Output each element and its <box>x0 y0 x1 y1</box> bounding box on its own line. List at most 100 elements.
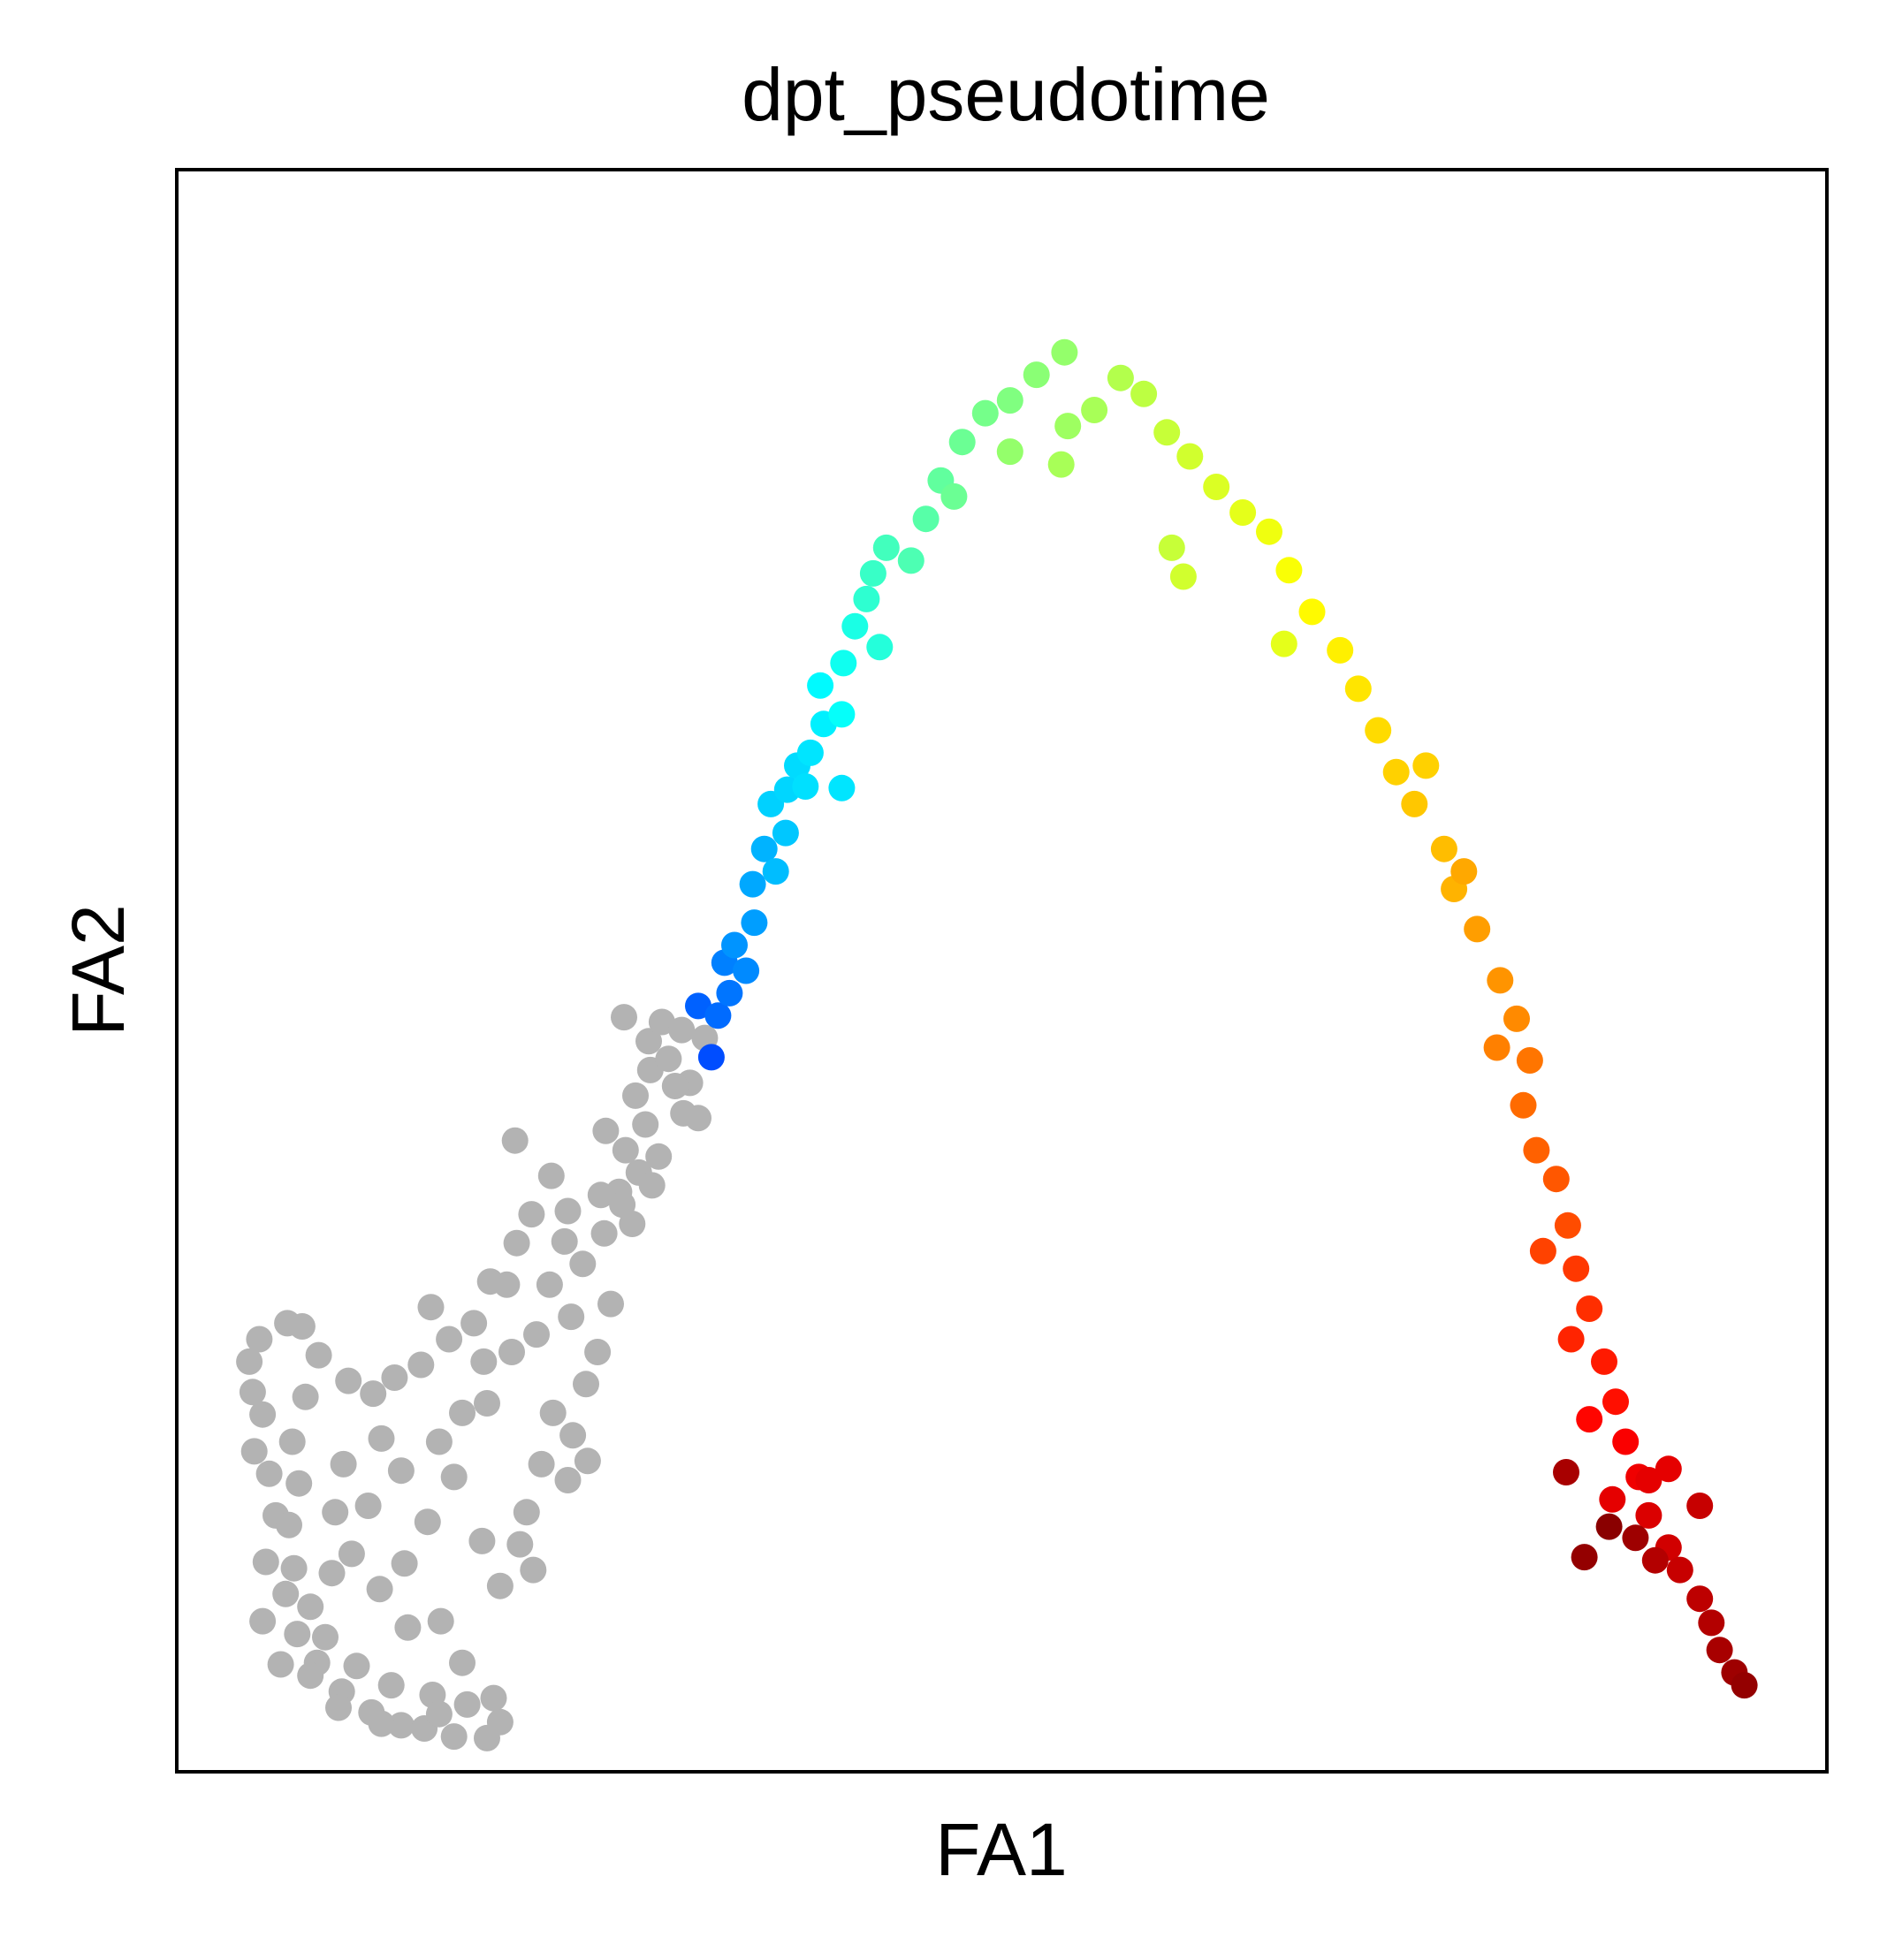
scatter-point <box>597 1290 624 1318</box>
scatter-point <box>1450 858 1478 885</box>
scatter-point <box>1731 1672 1758 1699</box>
scatter-point <box>414 1508 441 1536</box>
scatter-point <box>1698 1609 1725 1637</box>
scatter-point <box>971 399 999 427</box>
scatter-point <box>704 1002 732 1029</box>
scatter-point <box>1641 1546 1669 1574</box>
scatter-point <box>859 559 886 587</box>
scatter-point <box>523 1321 550 1348</box>
scatter-point <box>592 1117 620 1144</box>
scatter-point <box>1516 1047 1543 1074</box>
scatter-point <box>1635 1467 1663 1493</box>
scatter-point <box>440 1463 468 1491</box>
scatter-point <box>318 1560 346 1587</box>
scatter-point <box>528 1450 555 1478</box>
scatter-point <box>1483 1034 1510 1061</box>
scatter-point <box>685 992 711 1020</box>
scatter-point <box>1344 675 1372 703</box>
scatter-point <box>772 819 799 847</box>
scatter-point <box>872 534 900 561</box>
chart-title: dpt_pseudotime <box>742 53 1270 136</box>
scatter-point <box>239 1379 266 1406</box>
scatter-point <box>470 1348 498 1375</box>
scatter-point <box>322 1499 349 1526</box>
scatter-point <box>1023 361 1050 389</box>
scatter-point <box>792 773 819 800</box>
scatter-point <box>387 1457 415 1485</box>
scatter-point <box>1595 1513 1623 1540</box>
scatter-point <box>841 612 869 640</box>
scatter-point <box>638 1172 666 1199</box>
scatter-point <box>312 1623 339 1651</box>
scatter-point <box>417 1294 445 1321</box>
scatter-point <box>1554 1212 1581 1239</box>
scatter-point <box>897 547 924 574</box>
scatter-point <box>368 1424 395 1452</box>
scatter-point <box>394 1614 422 1641</box>
scatter-point <box>449 1399 476 1426</box>
scatter-point <box>305 1341 332 1369</box>
scatter-point <box>1130 380 1158 407</box>
scatter-point <box>940 482 968 510</box>
y-axis-label: FA2 <box>57 904 140 1036</box>
scatter-point <box>635 1028 662 1055</box>
scatter-point <box>661 1073 689 1099</box>
scatter-point <box>249 1607 277 1635</box>
scatter-point <box>1622 1524 1649 1552</box>
scatter-point <box>1553 1459 1579 1485</box>
scatter-point <box>762 858 789 885</box>
scatter-point <box>1153 419 1181 446</box>
scatter-point <box>252 1548 279 1576</box>
scatter-point <box>278 1428 306 1455</box>
scatter-point <box>1542 1166 1570 1193</box>
scatter-point <box>272 1580 300 1607</box>
scatter-point <box>1430 835 1457 862</box>
scatter-point <box>427 1607 454 1635</box>
scatter-point <box>866 634 894 661</box>
scatter-point <box>335 1367 362 1394</box>
scatter-point <box>590 1219 618 1247</box>
scatter-point <box>1602 1388 1629 1416</box>
scatter-point <box>1510 1091 1537 1119</box>
scatter-point <box>267 1651 294 1678</box>
scatter-point <box>343 1652 370 1680</box>
scatter-point <box>551 1227 578 1255</box>
scatter-point <box>387 1712 415 1739</box>
scatter-point <box>1666 1556 1693 1584</box>
scatter-point <box>449 1649 476 1676</box>
scatter-point <box>645 1143 673 1170</box>
scatter-point <box>1203 474 1230 500</box>
scatter-point <box>368 1710 395 1737</box>
scatter-point <box>539 1399 567 1426</box>
scatter-point <box>741 909 768 937</box>
scatter-point <box>1563 1255 1590 1282</box>
scatter-point <box>520 1556 547 1584</box>
scatter-point <box>632 1111 659 1138</box>
scatter-point <box>1412 752 1440 779</box>
scatter-point <box>536 1271 563 1298</box>
scatter-point <box>1047 451 1075 478</box>
scatter-point <box>1686 1493 1714 1519</box>
scatter-point <box>1365 717 1392 744</box>
scatter-point <box>1054 413 1082 440</box>
scatter-point <box>537 1162 565 1189</box>
scatter-point <box>453 1690 481 1718</box>
scatter-point <box>486 1572 514 1599</box>
scatter-point <box>1655 1455 1682 1483</box>
scatter-point <box>619 1211 646 1237</box>
scatter-point <box>297 1593 324 1621</box>
scatter-point <box>554 1197 582 1225</box>
scatter-point <box>750 835 778 862</box>
scatter-point <box>853 585 880 612</box>
scatter-point <box>1686 1585 1714 1613</box>
scatter-point <box>274 1310 301 1337</box>
scatter-point <box>948 429 976 456</box>
scatter-point <box>506 1531 534 1558</box>
scatter-point <box>1635 1501 1663 1529</box>
x-axis-label: FA1 <box>935 1808 1067 1891</box>
points-layer <box>236 338 1758 1751</box>
scatter-point <box>796 739 824 766</box>
scatter-point <box>468 1527 496 1554</box>
